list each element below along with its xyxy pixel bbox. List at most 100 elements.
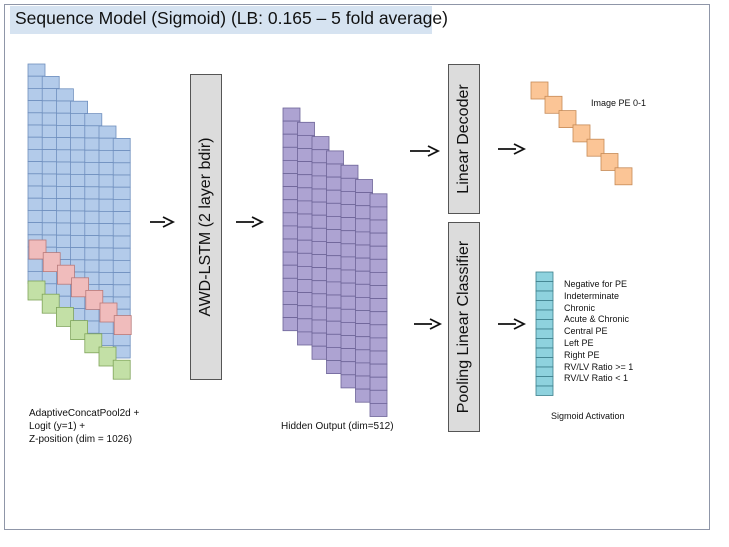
feature-cell <box>112 186 131 200</box>
image-pe-label: Image PE 0-1 <box>591 98 647 108</box>
output-label: Negative for PE <box>564 279 628 289</box>
output-label: Chronic <box>564 302 596 313</box>
feature-cell <box>112 150 131 164</box>
logit-cell <box>113 315 132 336</box>
exam-output-cell <box>535 300 554 311</box>
feature-cell <box>84 113 103 127</box>
lstm-label: AWD-LSTM (2 layer bdir) <box>197 137 214 317</box>
hidden-cell <box>369 298 388 313</box>
exam-output-cell <box>535 347 554 358</box>
hidden-cell <box>369 376 388 391</box>
feature-cell <box>112 137 131 151</box>
hidden-cell <box>369 285 388 300</box>
sigmoid-activation-label: Sigmoid Activation <box>551 411 625 421</box>
feature-cell <box>112 174 131 188</box>
diagram-title: Sequence Model (Sigmoid) (LB: 0.165 – 5 … <box>15 8 448 28</box>
hidden-cell <box>369 402 388 417</box>
output-label: Indeterminate <box>564 290 620 301</box>
feature-cell <box>112 235 131 249</box>
hidden-cell <box>369 311 388 326</box>
exam-output-cell <box>535 376 554 387</box>
exam-output-stack <box>535 271 554 396</box>
flow-arrow <box>498 143 527 155</box>
output-label: RV/LV Ratio >= 1 <box>564 361 634 372</box>
image-pe-cell <box>530 81 549 100</box>
flow-arrow <box>498 318 527 330</box>
input-caption-line: Logit (y=1) + <box>29 421 86 432</box>
input-caption-line: AdaptiveConcatPool2d + <box>29 408 140 419</box>
input-feature-stack <box>27 63 131 359</box>
logit-cell <box>99 302 118 323</box>
hidden-cell <box>369 271 388 286</box>
feature-cell <box>112 259 131 273</box>
exam-output-cell <box>535 366 554 377</box>
logit-stack <box>28 239 132 336</box>
feature-cell <box>112 272 131 286</box>
hidden-output-stack <box>282 107 388 417</box>
classifier-box <box>448 222 480 432</box>
z-position-cell <box>27 280 46 301</box>
hidden-cell <box>369 324 388 339</box>
hidden-cell <box>369 389 388 404</box>
hidden-cell <box>311 136 330 151</box>
image-pe-cell <box>572 124 591 143</box>
hidden-cell <box>369 206 388 221</box>
image-pe-cell <box>586 138 605 157</box>
z-position-cell <box>41 293 60 314</box>
arrows <box>150 143 527 330</box>
hidden-cell <box>282 107 301 122</box>
feature-cell <box>112 162 131 176</box>
z-position-cell <box>84 333 103 354</box>
lstm-box <box>190 74 222 380</box>
feature-cell <box>112 198 131 212</box>
decoder-label: Linear Decoder <box>455 84 472 194</box>
image-pe-cell <box>544 95 563 114</box>
diagram-frame <box>4 4 710 530</box>
logit-cell <box>71 277 89 298</box>
input-caption-line: Z-position (dim = 1026) <box>29 434 133 445</box>
image-pe-cell <box>558 110 577 128</box>
logit-cell <box>85 289 104 310</box>
hidden-cell <box>297 121 315 136</box>
z-position-cell <box>112 359 131 380</box>
exam-output-cell <box>535 357 554 368</box>
exam-output-cell <box>535 319 554 330</box>
feature-cell <box>112 284 131 298</box>
exam-output-cell <box>535 290 554 301</box>
exam-output-cell <box>535 328 554 339</box>
feature-cell <box>27 63 46 77</box>
exam-output-cell <box>535 271 554 282</box>
output-label: Right PE <box>564 349 600 360</box>
hidden-cell <box>369 337 388 352</box>
image-pe-cell <box>600 153 619 171</box>
logit-cell <box>57 264 75 285</box>
exam-output-cell <box>535 281 554 292</box>
title-bar <box>10 6 432 34</box>
output-label: Acute & Chronic <box>564 314 630 325</box>
hidden-cell <box>369 258 388 273</box>
exam-output-cell <box>535 385 554 396</box>
exam-output-labels: Negative for PE Indeterminate Chronic Ac… <box>564 279 633 385</box>
feature-cell <box>112 247 131 261</box>
feature-cell <box>70 100 88 114</box>
feature-cell <box>112 211 131 225</box>
feature-cell <box>112 223 131 237</box>
image-pe-stack <box>530 81 633 186</box>
output-label: Left PE <box>564 337 594 348</box>
feature-cell <box>98 125 117 139</box>
logit-cell <box>28 239 47 260</box>
z-position-cell <box>70 320 88 341</box>
flow-arrow <box>236 216 265 228</box>
classifier-label: Pooling Linear Classifier <box>455 240 472 414</box>
z-position-cell <box>56 306 74 327</box>
output-label: Central PE <box>564 326 608 337</box>
hidden-cell <box>355 179 373 194</box>
flow-arrow <box>150 216 176 228</box>
z-position-stack <box>27 280 131 380</box>
hidden-output-caption: Hidden Output (dim=512) <box>281 421 394 432</box>
feature-cell <box>41 76 60 90</box>
logit-cell <box>42 252 61 273</box>
decoder-box <box>448 64 480 214</box>
z-position-cell <box>98 346 117 367</box>
